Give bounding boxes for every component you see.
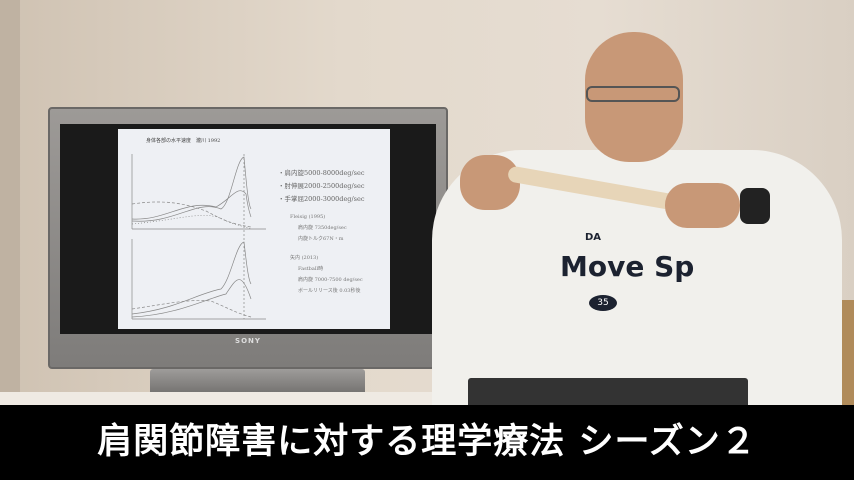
ref-line: 肩内旋 7000-7500 deg/sec [298, 277, 363, 283]
ref-line: 内旋トルク67N・m [298, 236, 344, 242]
tv-brand-logo: SONY [235, 337, 261, 345]
shirt-badge: 35 [589, 295, 617, 311]
left-hand [460, 155, 520, 210]
slide-bullets: ・肩内旋5000-8000deg/sec ・肘伸展2000-2500deg/se… [278, 167, 364, 206]
subtitle-caption: 肩関節障害に対する理学療法 シーズン２ [0, 405, 854, 480]
glasses [586, 86, 680, 102]
wristwatch [740, 188, 770, 224]
shirt-text: Move Sp [560, 250, 695, 283]
slide-title: 身体各部の水平速度 瀧川 1992 [146, 138, 221, 144]
video-frame: 身体各部の水平速度 瀧川 1992 [0, 0, 854, 405]
ref-line: Fastball時 [298, 266, 324, 272]
television: 身体各部の水平速度 瀧川 1992 [48, 107, 448, 369]
velocity-graph [131, 154, 266, 320]
table [0, 392, 480, 405]
ref-line: ボールリリース後 0.03秒後 [298, 288, 361, 294]
shirt-logo: DA [585, 232, 602, 243]
bullet: ・手掌屈2000-3000deg/sec [278, 195, 365, 203]
ref-author: Fleisig (1995) [290, 214, 326, 220]
laptop [468, 378, 748, 405]
ref-author: 矢内 (2013) [290, 255, 319, 261]
presentation-slide: 身体各部の水平速度 瀧川 1992 [118, 129, 390, 329]
bullet: ・肩内旋5000-8000deg/sec [278, 169, 365, 177]
ref-line: 肩内旋 7350deg/sec [298, 225, 347, 231]
slide-references: Fleisig (1995) 肩内旋 7350deg/sec 内旋トルク67N・… [290, 212, 363, 297]
tv-screen: 身体各部の水平速度 瀧川 1992 [60, 124, 436, 334]
wall-edge [0, 0, 20, 405]
bullet: ・肘伸展2000-2500deg/sec [278, 182, 365, 190]
person-head [585, 32, 683, 162]
right-hand [665, 183, 740, 228]
